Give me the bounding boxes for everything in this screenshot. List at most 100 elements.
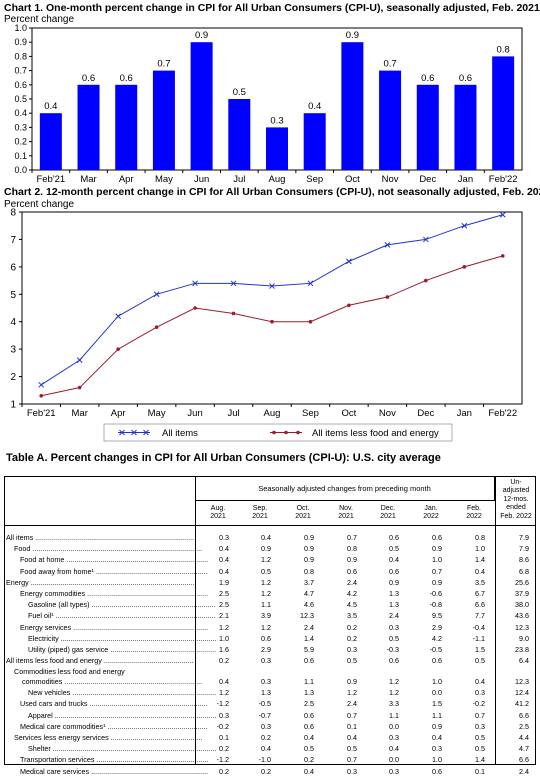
table-cell: 0.3	[261, 721, 271, 731]
table-cell: 0.4	[389, 744, 399, 754]
table-cell: 12.3	[515, 676, 529, 686]
table-col-header: Jan. 2022	[423, 504, 439, 521]
table-row-label: All items ..............................…	[6, 533, 194, 542]
table-cell: 1.3	[261, 688, 271, 698]
chart1-bar	[77, 84, 100, 170]
chart1-bar	[115, 84, 138, 170]
chart1-xtick-label: Feb'21	[36, 174, 65, 184]
table-cell: 0.3	[347, 766, 357, 776]
table-cell: 0.0	[389, 721, 399, 731]
table-cell: 0.5	[347, 656, 357, 666]
chart2-point-series2	[116, 347, 120, 351]
table-cell: 2.4	[347, 577, 357, 587]
chart2-xtick-label: Jul	[227, 408, 239, 419]
table-cell: 0.0	[432, 688, 442, 698]
table-cell: 0.1	[219, 733, 229, 742]
table-cell: -0.6	[429, 589, 442, 598]
table-cell: 0.5	[389, 633, 399, 643]
table-cell: 0.6	[304, 710, 314, 720]
chart2-point-series1	[192, 280, 198, 287]
table-cell: 1.0	[475, 544, 485, 554]
table-cell: 1.3	[389, 589, 399, 598]
table-cell: 6.6	[519, 755, 529, 765]
table-row-label: Apparel ................................…	[28, 710, 216, 720]
chart1-ylabel: Percent change	[4, 14, 75, 25]
chart2-point-series2	[270, 319, 274, 324]
table-cell: 0.7	[347, 710, 357, 720]
table-cell: 0.3	[261, 656, 271, 666]
table-cell: 8.6	[519, 555, 529, 565]
table-cell: 0.6	[389, 656, 399, 666]
table-cell: 4.7	[304, 589, 314, 598]
table-row-label: Food at home ...........................…	[20, 555, 208, 565]
table-row-label: Energy .................................…	[6, 577, 194, 587]
table-cell: -0.4	[472, 622, 485, 632]
chart1-xtick-label: Apr	[119, 174, 134, 184]
table-row: New vehicles ...........................…	[5, 688, 537, 698]
table-cell: 41.2	[515, 699, 529, 709]
table-cell: 1.3	[304, 688, 314, 698]
table-row-label: Utility (piped) gas service ............…	[28, 645, 216, 654]
chart2-xtick-label: Oct	[342, 408, 357, 419]
table-row-label: Used cars and trucks ...................…	[20, 699, 208, 709]
chart2-point-series2	[500, 254, 505, 258]
table-cell: 0.2	[347, 622, 357, 632]
chart2-title: Chart 2. 12-month percent change in CPI …	[4, 186, 540, 198]
chart1-bar	[190, 42, 213, 171]
table-row-label: New vehicles ...........................…	[28, 688, 216, 698]
table-cell: 0.5	[261, 566, 271, 576]
chart2-legend: All items All items less food and energy	[103, 423, 453, 442]
table-cell: 1.4	[475, 755, 485, 765]
table-cell: 0.3	[219, 533, 229, 542]
table-cell: 0.4	[261, 744, 271, 754]
table-cell: 4.4	[519, 733, 529, 742]
table-cell: 1.5	[432, 699, 442, 709]
table-cell: 1.2	[389, 676, 399, 686]
chart2-plot-area	[21, 211, 523, 405]
chart1-ytick-label: 1.0	[14, 24, 27, 33]
chart1-ytick-label: 0.1	[14, 151, 27, 161]
table-col-header: Oct. 2021	[295, 504, 311, 521]
chart2-line-chart: 1 2 3 4 5 6 7 8 Feb'21 Mar Apr May Jun Jul Aug Sep Oct No…	[10, 208, 523, 442]
chart1-ytick-label: 0.0	[14, 165, 27, 175]
table-cell: -0.7	[258, 710, 271, 720]
table-cell: 2.9	[261, 645, 271, 654]
table-cell: 1.2	[347, 688, 357, 698]
table-cell: 0.1	[347, 721, 357, 731]
table-row: Commodities less food and energy commodit…	[5, 667, 537, 686]
chart2-point-series1	[115, 313, 122, 320]
chart2-xtick-label: Jan	[457, 408, 472, 419]
chart1-bar	[454, 84, 477, 170]
table-cell: 1.0	[219, 633, 229, 643]
table-cell: 0.3	[389, 733, 399, 742]
chart1-xtick-label: Sep	[306, 174, 323, 184]
table-cell: 12.3	[515, 622, 529, 632]
table-cell: 0.3	[475, 721, 485, 731]
table-row-label: All items less food and energy .........…	[6, 656, 194, 666]
chart1-bar	[228, 99, 251, 170]
chart1-data-label: 0.6	[120, 73, 133, 84]
table-row: Electricity ............................…	[5, 634, 537, 644]
table-cell: 4.2	[432, 633, 442, 643]
table-cell: 0.6	[432, 656, 442, 666]
chart2-point-series1	[346, 258, 352, 265]
table-cell: 4.5	[347, 600, 357, 610]
table-cell: 2.4	[304, 622, 314, 632]
chart2-point-series1	[384, 242, 391, 248]
chart1-ytick-label: 0.6	[14, 80, 27, 90]
chart2-point-series1	[38, 381, 45, 388]
table-col-header: Feb. 2022	[466, 504, 482, 521]
table-cell: -0.2	[472, 699, 485, 709]
table-cell: 6.7	[475, 589, 485, 598]
table-cell: 2.1	[219, 611, 229, 621]
table-cell: 0.7	[432, 566, 442, 576]
table-cell: 9.0	[519, 633, 529, 643]
table-cell: 1.5	[475, 645, 485, 654]
table-row-label: Services less energy services ..........…	[14, 733, 202, 742]
table-cell: 1.0	[432, 676, 442, 686]
table-cell: 12.4	[515, 688, 529, 698]
chart1-bar	[492, 56, 515, 170]
table-cell: 2.4	[347, 699, 357, 709]
table-row-label: Transportation services ................…	[20, 755, 208, 765]
chart2-ytick-label: 8	[10, 208, 16, 219]
